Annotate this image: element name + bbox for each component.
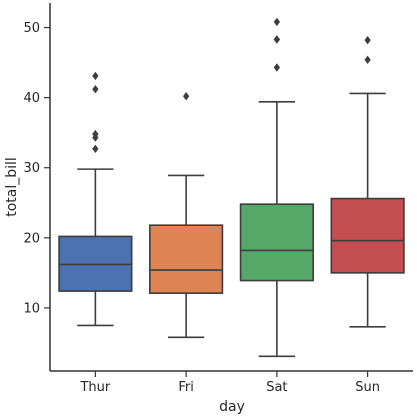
axes: 10 20 30 40 50 Thur Fri Sat Sun (23, 3, 413, 395)
box-iqr (149, 224, 224, 294)
y-tick-label: 50 (23, 21, 40, 36)
box-group-fri (149, 92, 224, 339)
outlier-point (273, 17, 281, 27)
outlier-point (182, 92, 190, 101)
box-group-sat (239, 17, 314, 358)
outlier-point (273, 35, 281, 44)
box-iqr (239, 203, 314, 282)
outlier-point (364, 35, 371, 45)
x-tick-label: Sat (266, 380, 287, 395)
outlier-point (92, 71, 99, 81)
plot-area (58, 17, 405, 358)
box-iqr (330, 197, 405, 274)
outlier-point (92, 129, 99, 139)
outlier-point (92, 144, 99, 153)
x-tick-label: Thur (79, 380, 110, 395)
outlier-point (364, 55, 371, 64)
box-group-thur (58, 71, 133, 327)
x-axis-title: day (219, 399, 245, 415)
box-group-sun (330, 35, 405, 328)
outlier-point (92, 85, 99, 94)
x-tick-label: Fri (178, 380, 194, 395)
y-tick-label: 40 (23, 91, 40, 106)
y-tick-label: 30 (23, 161, 40, 176)
x-tick-label: Sun (355, 380, 380, 395)
y-tick-label: 10 (23, 301, 40, 316)
outlier-point (273, 63, 281, 72)
y-tick-label: 20 (23, 231, 40, 246)
y-axis-title: total_bill (4, 157, 20, 217)
